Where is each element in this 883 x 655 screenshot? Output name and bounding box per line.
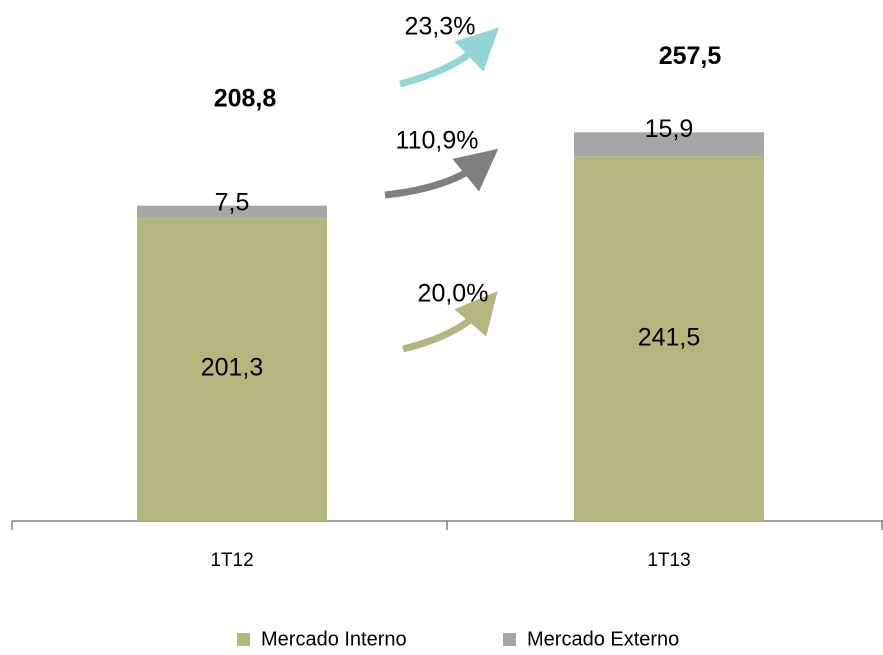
bar-segment bbox=[574, 132, 764, 157]
total-label: 208,8 bbox=[214, 84, 277, 112]
growth-label: 23,3% bbox=[405, 13, 476, 41]
x-tick-label: 1T13 bbox=[647, 550, 690, 571]
value-label: 241,5 bbox=[638, 323, 701, 351]
value-label: 15,9 bbox=[645, 115, 694, 143]
legend-swatch bbox=[503, 633, 516, 646]
legend-label: Mercado Interno bbox=[261, 628, 407, 650]
value-label: 201,3 bbox=[201, 354, 264, 382]
bar-segment bbox=[137, 205, 327, 218]
growth-arrow bbox=[399, 27, 500, 88]
legend-label: Mercado Externo bbox=[527, 628, 679, 650]
growth-arrow bbox=[402, 291, 498, 353]
bar-segment bbox=[137, 217, 327, 522]
value-label: 7,5 bbox=[215, 188, 250, 216]
growth-arrow bbox=[384, 148, 499, 199]
growth-label: 20,0% bbox=[418, 280, 489, 308]
total-label: 257,5 bbox=[659, 42, 722, 70]
x-tick-label: 1T12 bbox=[210, 550, 253, 571]
growth-label: 110,9% bbox=[396, 127, 479, 155]
legend-swatch bbox=[237, 633, 250, 646]
bar-segment bbox=[574, 156, 764, 522]
